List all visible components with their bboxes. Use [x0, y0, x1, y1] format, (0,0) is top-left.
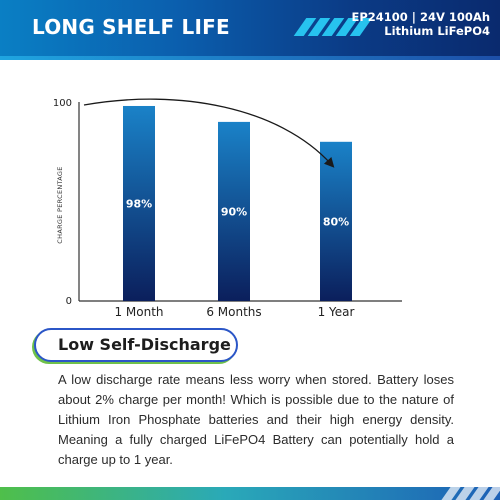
bar-value-label: 98%	[126, 197, 152, 210]
page-title: LONG SHELF LIFE	[32, 15, 230, 39]
description-text: A low discharge rate means less worry wh…	[58, 372, 454, 467]
y-tick-100: 100	[53, 98, 72, 109]
trend-arrow	[83, 98, 335, 168]
bar-value-label: 90%	[221, 205, 247, 218]
footer-bar	[0, 487, 500, 500]
header-accent-bar	[0, 56, 500, 60]
bars-group: 98% 1 Month 90% 6 Months 80% 1 Year	[114, 105, 355, 319]
x-tick-label: 1 Year	[318, 305, 355, 319]
bar-1-year	[320, 141, 352, 301]
x-tick-label: 1 Month	[114, 305, 163, 319]
x-tick-label: 6 Months	[206, 305, 261, 319]
y-tick-0: 0	[66, 296, 72, 307]
section-heading: Low Self-Discharge	[58, 335, 231, 354]
model-text: EP24100 | 24V 100Ah	[351, 10, 491, 24]
bar-1-month	[123, 105, 155, 301]
section-heading-pill: Low Self-Discharge	[34, 328, 238, 362]
y-axis-label: CHARGE PERCENTAGE	[56, 166, 64, 243]
bar-value-label: 80%	[323, 215, 349, 228]
product-info: EP24100 | 24V 100Ah Lithium LiFePO4	[352, 10, 491, 38]
header-banner: LONG SHELF LIFE EP24100 | 24V 100Ah Lith…	[0, 0, 500, 56]
charge-bar-chart: 100 0 CHARGE PERCENTAGE 98% 1 Month 90% 6 M…	[53, 98, 402, 319]
footer-stripes	[440, 487, 500, 500]
chemistry-text: Lithium LiFePO4	[384, 24, 490, 38]
bar-6-months	[218, 121, 250, 302]
